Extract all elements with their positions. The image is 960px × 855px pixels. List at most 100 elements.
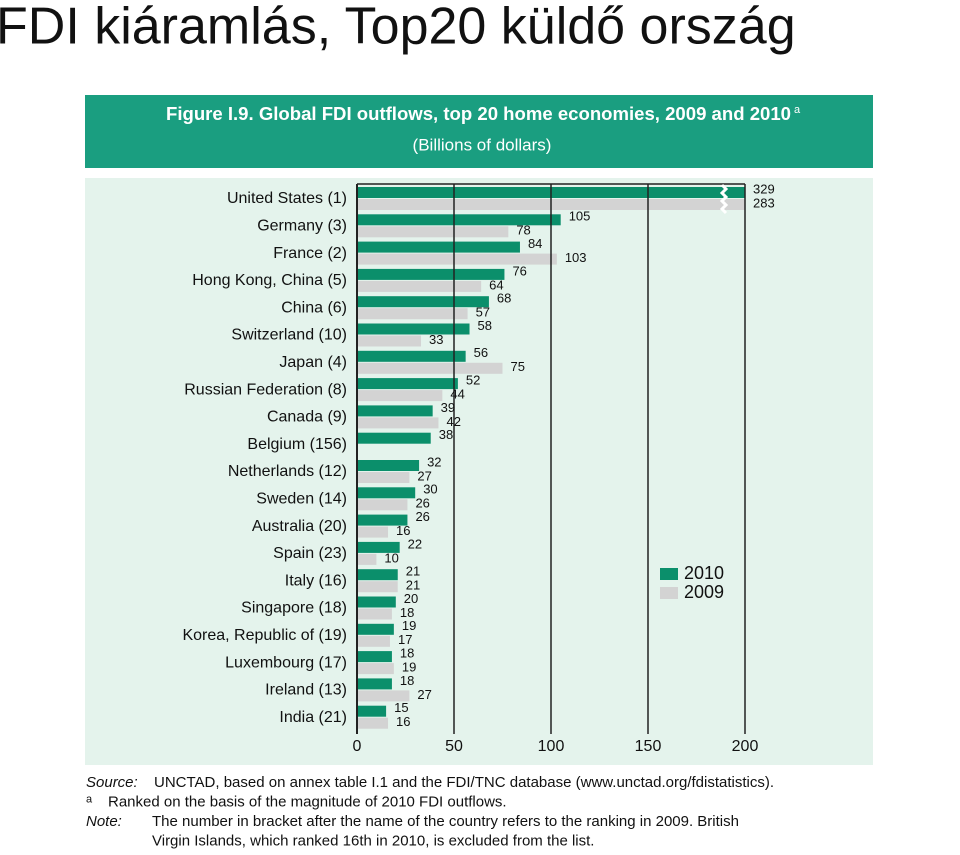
bar	[357, 432, 431, 444]
x-tick-label: 100	[538, 738, 565, 755]
page-title: FDI kiáramlás, Top20 küldő ország	[0, 0, 796, 56]
y-tick-label: Ireland (13)	[265, 682, 347, 699]
value-label: 20	[404, 591, 418, 606]
value-label: 84	[528, 236, 542, 251]
title-note: a	[794, 104, 801, 116]
value-label: 22	[408, 536, 422, 551]
x-tick-label: 50	[445, 738, 463, 755]
bar	[357, 487, 416, 499]
bar	[357, 253, 557, 265]
note-marker: Source:	[86, 774, 138, 791]
x-tick-label: 0	[353, 738, 362, 755]
y-tick-label: Germany (3)	[257, 218, 347, 235]
bar	[357, 499, 408, 511]
bar	[357, 608, 392, 620]
value-label: 68	[497, 291, 511, 306]
value-label: 30	[423, 482, 437, 497]
y-tick-label: Spain (23)	[273, 545, 347, 562]
y-tick-label: India (21)	[279, 709, 347, 726]
axis-break	[719, 183, 729, 215]
bar	[357, 717, 389, 729]
bar	[357, 390, 443, 402]
bar	[357, 417, 439, 429]
bar	[357, 472, 410, 483]
value-label: 103	[565, 250, 587, 265]
bar	[357, 268, 505, 280]
x-tick-label: 200	[732, 738, 759, 755]
value-label: 39	[441, 400, 455, 415]
bar	[357, 690, 410, 702]
y-tick-label: Hong Kong, China (5)	[192, 272, 347, 289]
value-label: 21	[406, 564, 420, 579]
value-label: 64	[489, 277, 503, 292]
bar	[357, 323, 470, 335]
bar	[357, 214, 561, 226]
value-label: 21	[406, 578, 420, 593]
value-label: 105	[569, 209, 591, 224]
x-tick-label: 150	[635, 738, 662, 755]
value-label: 33	[429, 332, 443, 347]
y-tick-label: Belgium (156)	[247, 436, 347, 453]
value-label: 32	[427, 454, 441, 469]
y-tick-label: United States (1)	[227, 190, 347, 207]
bar	[357, 460, 420, 471]
y-tick-label: Switzerland (10)	[231, 327, 347, 344]
y-tick-label: China (6)	[281, 299, 347, 316]
chart-background	[85, 178, 873, 765]
value-label: 17	[398, 632, 412, 647]
note-text: UNCTAD, based on annex table I.1 and the…	[154, 774, 774, 791]
bar	[357, 635, 390, 647]
bar	[357, 378, 458, 390]
note-text: Ranked on the basis of the magnitude of …	[108, 793, 507, 810]
legend-label: 2010	[684, 563, 724, 583]
note-text: The number in bracket after the name of …	[152, 813, 739, 830]
bar	[357, 569, 398, 581]
bar	[357, 541, 400, 553]
y-tick-label: Singapore (18)	[241, 600, 347, 617]
value-label: 27	[417, 468, 431, 483]
value-label: 52	[466, 373, 480, 388]
bar	[357, 514, 408, 526]
chart-title: Figure I.9. Global FDI outflows, top 20 …	[166, 104, 791, 124]
y-tick-label: Luxembourg (17)	[225, 654, 347, 671]
bar	[357, 280, 482, 292]
figure-header	[85, 95, 873, 168]
y-tick-label: Netherlands (12)	[228, 463, 347, 480]
bar	[357, 623, 394, 635]
bar	[357, 362, 503, 374]
value-label: 27	[417, 687, 431, 702]
value-label: 18	[400, 646, 414, 661]
chart-subtitle: (Billions of dollars)	[413, 135, 552, 154]
bar	[357, 308, 468, 320]
value-label: 283	[753, 195, 775, 210]
bar	[357, 335, 422, 347]
bar	[357, 596, 396, 608]
bar	[357, 663, 394, 675]
value-label: 18	[400, 605, 414, 620]
y-tick-label: Sweden (14)	[256, 491, 347, 508]
value-label: 42	[446, 414, 460, 429]
legend-swatch	[660, 568, 678, 580]
y-tick-label: Korea, Republic of (19)	[182, 627, 347, 644]
bar	[357, 405, 433, 417]
value-label: 19	[402, 660, 416, 675]
value-label: 18	[400, 673, 414, 688]
value-label: 15	[394, 700, 408, 715]
value-label: 26	[415, 496, 429, 511]
bar	[357, 581, 398, 593]
value-label: 19	[402, 618, 416, 633]
bar	[357, 705, 387, 717]
note-text: Virgin Islands, which ranked 16th in 201…	[152, 832, 594, 849]
value-label: 58	[478, 318, 492, 333]
y-tick-label: Australia (20)	[252, 518, 347, 535]
bar	[357, 296, 489, 308]
value-label: 56	[474, 345, 488, 360]
legend-swatch	[660, 587, 678, 599]
bar	[357, 241, 520, 253]
value-label: 76	[512, 263, 526, 278]
y-tick-label: France (2)	[273, 245, 347, 262]
y-tick-label: Russian Federation (8)	[184, 381, 347, 398]
bar	[357, 553, 377, 565]
bar	[357, 226, 509, 238]
bar	[357, 350, 466, 362]
